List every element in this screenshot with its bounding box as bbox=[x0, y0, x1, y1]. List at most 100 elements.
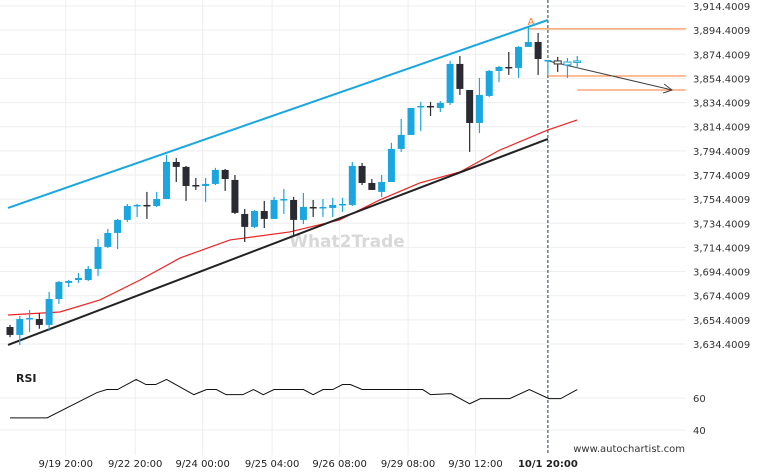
candle-body bbox=[104, 232, 112, 247]
candle-body bbox=[182, 166, 190, 186]
candle-body bbox=[573, 60, 582, 63]
candle-body bbox=[260, 210, 268, 219]
y-tick-label: 3,634.4009 bbox=[693, 340, 750, 351]
candle-body bbox=[553, 60, 562, 65]
x-tick-label: 9/25 04:00 bbox=[245, 459, 299, 470]
candles bbox=[6, 27, 582, 345]
rsi-label: RSI bbox=[16, 372, 37, 385]
source-credit: www.autochartist.com bbox=[573, 444, 685, 455]
candle-body bbox=[153, 199, 161, 207]
candle-body bbox=[505, 66, 513, 69]
candle-body bbox=[84, 268, 92, 281]
candle-body bbox=[94, 246, 102, 269]
candle-body bbox=[397, 134, 405, 149]
y-tick-label: 3,914.4009 bbox=[693, 2, 750, 13]
channel-lower-line bbox=[7, 137, 549, 346]
candle-body bbox=[202, 183, 210, 186]
forecast-arrowhead bbox=[662, 83, 674, 94]
y-tick-label: 3,854.4009 bbox=[693, 74, 750, 85]
candle-body bbox=[534, 41, 542, 59]
candle-body bbox=[339, 203, 347, 206]
x-tick-label: 9/30 12:00 bbox=[448, 459, 502, 470]
candle-body bbox=[524, 41, 532, 47]
y-tick-label: 3,794.4009 bbox=[693, 147, 750, 158]
y-tick-label: 3,694.4009 bbox=[693, 268, 750, 279]
candle-body bbox=[35, 319, 43, 325]
candle-body bbox=[417, 105, 425, 108]
forecast-arrow bbox=[547, 60, 673, 91]
y-tick-label: 3,874.4009 bbox=[693, 50, 750, 61]
candle-body bbox=[515, 46, 523, 68]
y-tick-label: 3,674.4009 bbox=[693, 292, 750, 303]
x-tick-label: 9/19 20:00 bbox=[39, 459, 93, 470]
candle-body bbox=[436, 102, 444, 109]
y-tick-label: 3,894.4009 bbox=[693, 26, 750, 37]
candle-body bbox=[358, 165, 366, 183]
candle-body bbox=[329, 204, 337, 208]
candle-body bbox=[55, 281, 63, 299]
x-tick-label: 9/29 08:00 bbox=[381, 459, 435, 470]
candle-body bbox=[544, 59, 552, 62]
candle-body bbox=[290, 199, 298, 220]
x-tick-label: 9/24 00:00 bbox=[175, 459, 229, 470]
candle-body bbox=[221, 169, 229, 179]
rsi-tick-label: 40 bbox=[693, 426, 706, 437]
candle-body bbox=[348, 165, 356, 205]
y-axis: 3,914.4009 3,894.4009 3,874.4009 3,854.4009… bbox=[693, 2, 750, 351]
candle-body bbox=[456, 63, 464, 89]
x-tick-label: 9/22 20:00 bbox=[108, 459, 162, 470]
x-axis: 9/19 20:00 9/22 20:00 9/24 00:00 9/25 04:00… bbox=[39, 459, 578, 470]
candle-body bbox=[563, 61, 572, 66]
candle-body bbox=[270, 199, 278, 219]
watermark: What2Trade bbox=[289, 232, 405, 252]
candle-body bbox=[485, 70, 493, 96]
candle-body bbox=[143, 204, 151, 207]
candle-body bbox=[211, 169, 219, 184]
x-tick-label: 10/1 20:00 bbox=[518, 459, 578, 470]
pattern-point-label: A bbox=[528, 17, 535, 28]
candle-body bbox=[74, 277, 82, 281]
grid bbox=[0, 0, 686, 455]
candle-body bbox=[495, 66, 503, 71]
moving-average-line bbox=[8, 119, 578, 316]
y-tick-label: 3,834.4009 bbox=[693, 99, 750, 110]
y-tick-label: 3,734.4009 bbox=[693, 219, 750, 230]
rsi-tick-label: 60 bbox=[693, 394, 706, 405]
candle-body bbox=[446, 63, 454, 103]
candle-body bbox=[123, 206, 131, 220]
candle-body bbox=[231, 179, 239, 213]
candle-body bbox=[26, 317, 34, 320]
y-tick-label: 3,654.4009 bbox=[693, 316, 750, 327]
pattern-overlays: A bbox=[7, 0, 686, 455]
candle-body bbox=[280, 199, 288, 201]
candle-body bbox=[6, 326, 14, 335]
candle-body bbox=[65, 280, 73, 283]
candle-body bbox=[319, 206, 327, 209]
candle-body bbox=[427, 105, 435, 108]
y-tick-label: 3,714.4009 bbox=[693, 243, 750, 254]
candle-body bbox=[251, 210, 258, 227]
candle-body bbox=[172, 161, 180, 167]
x-tick-label: 9/26 08:00 bbox=[312, 459, 366, 470]
candle-body bbox=[16, 319, 24, 335]
candle-body bbox=[45, 298, 53, 325]
candle-body bbox=[466, 90, 474, 123]
rsi-panel: 60 40 bbox=[10, 378, 706, 437]
candle-body bbox=[114, 219, 122, 233]
candle-body bbox=[309, 206, 317, 209]
candle-body bbox=[162, 161, 170, 200]
y-tick-label: 3,754.4009 bbox=[693, 195, 750, 206]
y-tick-label: 3,814.4009 bbox=[693, 123, 750, 134]
channel-upper-line bbox=[7, 19, 549, 209]
candle-body bbox=[133, 204, 141, 207]
candle-body bbox=[368, 182, 376, 190]
y-tick-label: 3,774.4009 bbox=[693, 171, 750, 182]
candle-body bbox=[299, 206, 307, 220]
candle-body bbox=[378, 181, 386, 192]
rsi-line bbox=[10, 378, 578, 419]
candle-body bbox=[387, 148, 395, 182]
candle-body bbox=[241, 213, 249, 227]
candle-body bbox=[475, 94, 483, 123]
candle-body bbox=[192, 185, 200, 187]
